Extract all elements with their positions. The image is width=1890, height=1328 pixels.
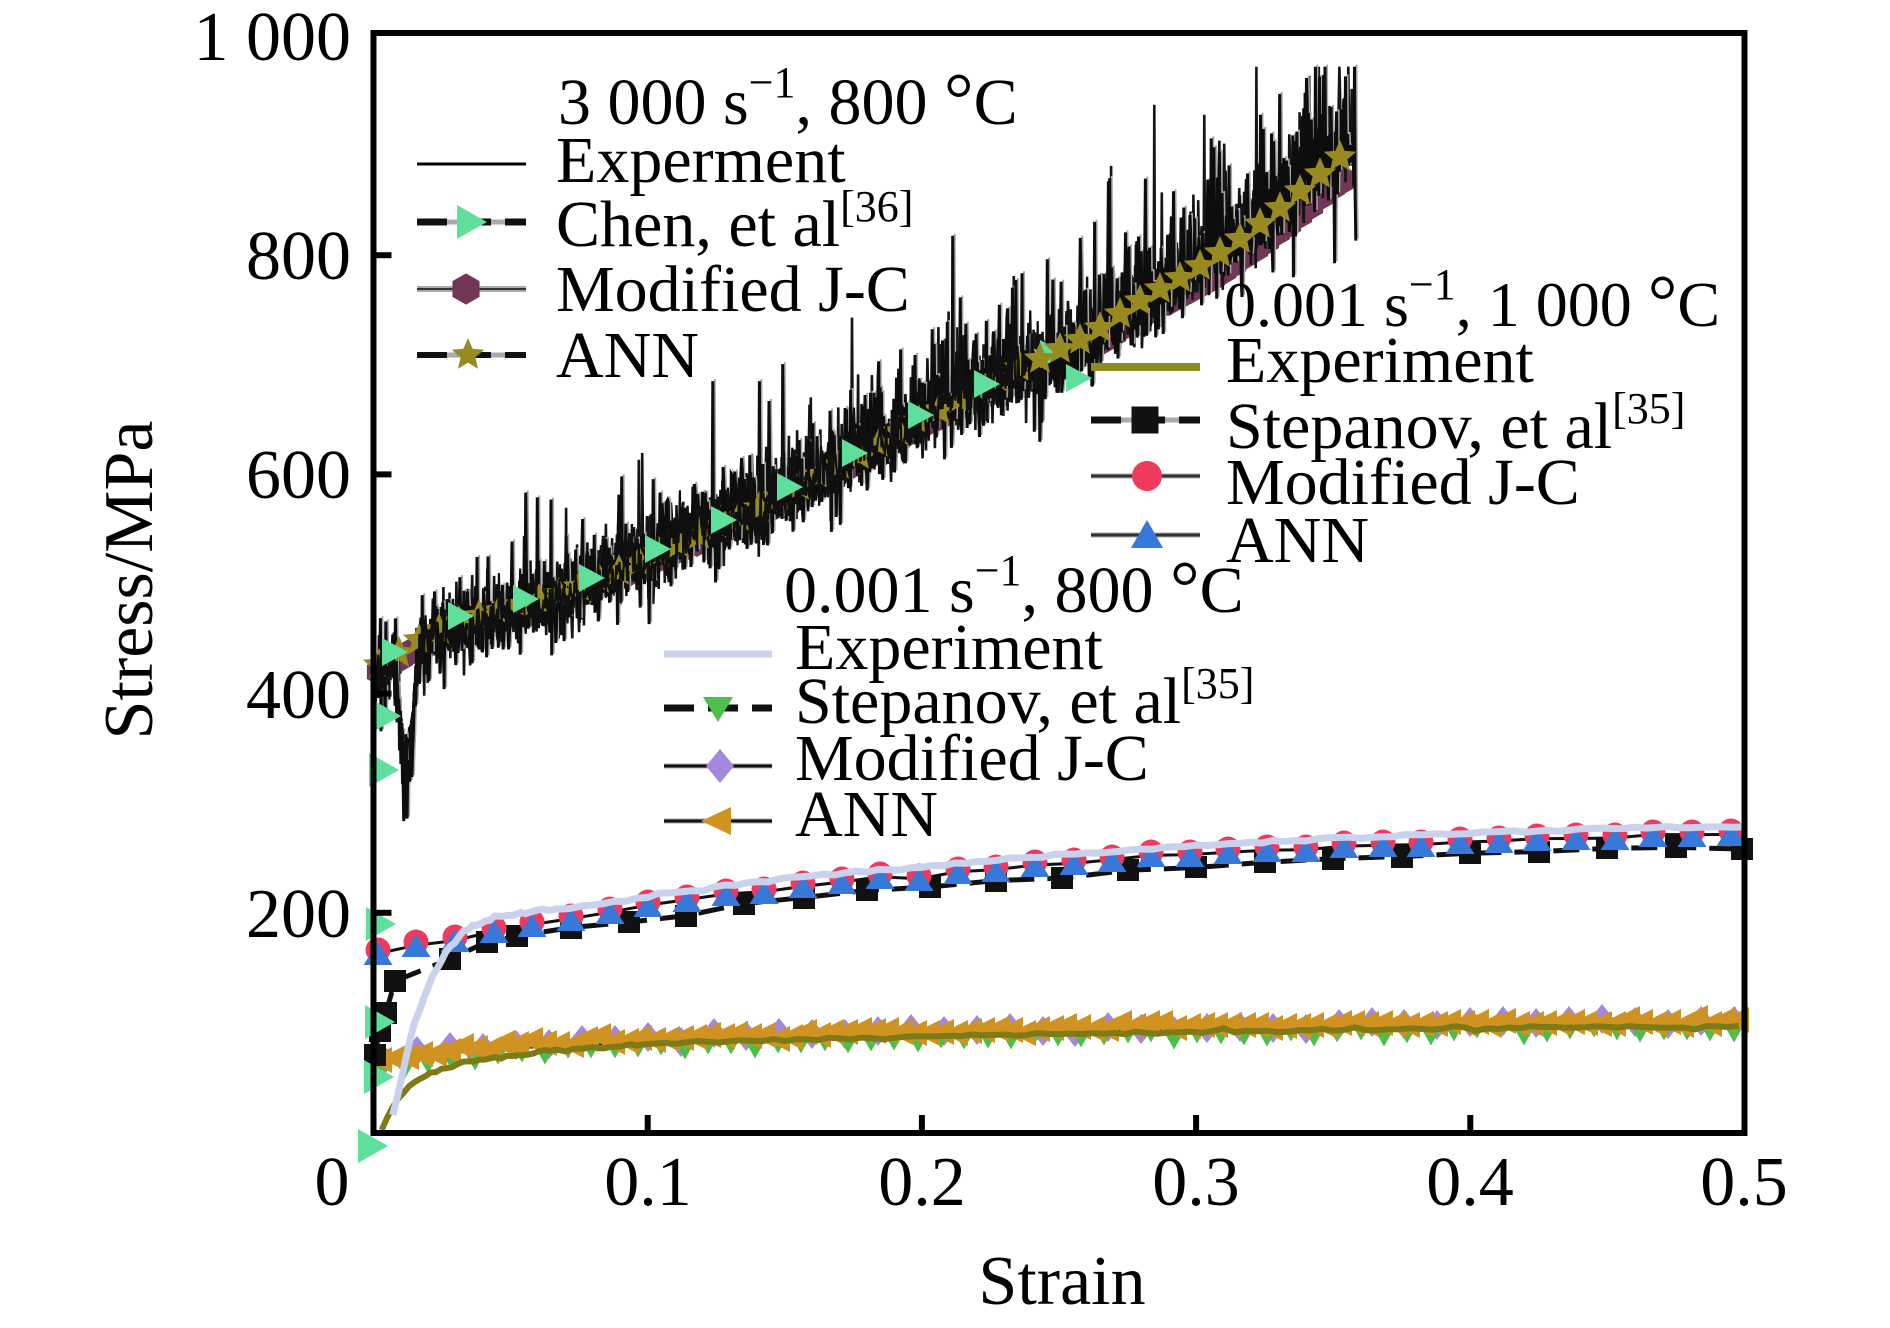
svg-text:800: 800 [246, 218, 351, 295]
svg-text:600: 600 [246, 437, 351, 514]
svg-text:Modified J-C: Modified J-C [1226, 446, 1580, 519]
svg-text:Stress/MPa: Stress/MPa [91, 421, 168, 740]
svg-text:ANN: ANN [1226, 504, 1369, 577]
svg-text:0.5: 0.5 [1700, 1144, 1788, 1221]
svg-text:200: 200 [246, 876, 351, 953]
svg-text:0.3: 0.3 [1152, 1144, 1240, 1221]
svg-text:Modified J-C: Modified J-C [556, 253, 910, 326]
svg-text:0.4: 0.4 [1426, 1144, 1514, 1221]
svg-text:0.1: 0.1 [604, 1144, 692, 1221]
svg-text:ANN: ANN [556, 319, 699, 392]
svg-text:1 000: 1 000 [194, 0, 352, 76]
svg-text:Experment: Experment [556, 124, 846, 197]
svg-text:Experiment: Experiment [795, 611, 1103, 684]
svg-text:3 000 s−1, 800 °C: 3 000 s−1, 800 °C [558, 58, 1018, 141]
svg-text:Modified J-C: Modified J-C [795, 722, 1149, 795]
svg-text:Experiment: Experiment [1226, 324, 1534, 397]
svg-text:400: 400 [246, 657, 351, 734]
svg-text:0.001 s−1, 1 000 °C: 0.001 s−1, 1 000 °C [1224, 260, 1720, 343]
svg-text:Stepanov, et al[35]: Stepanov, et al[35] [1226, 384, 1685, 463]
svg-text:Strain: Strain [978, 1243, 1145, 1320]
svg-text:0: 0 [315, 1144, 350, 1221]
svg-text:ANN: ANN [795, 778, 938, 851]
svg-text:Stepanov, et al[35]: Stepanov, et al[35] [795, 659, 1254, 738]
svg-text:0.2: 0.2 [878, 1144, 966, 1221]
